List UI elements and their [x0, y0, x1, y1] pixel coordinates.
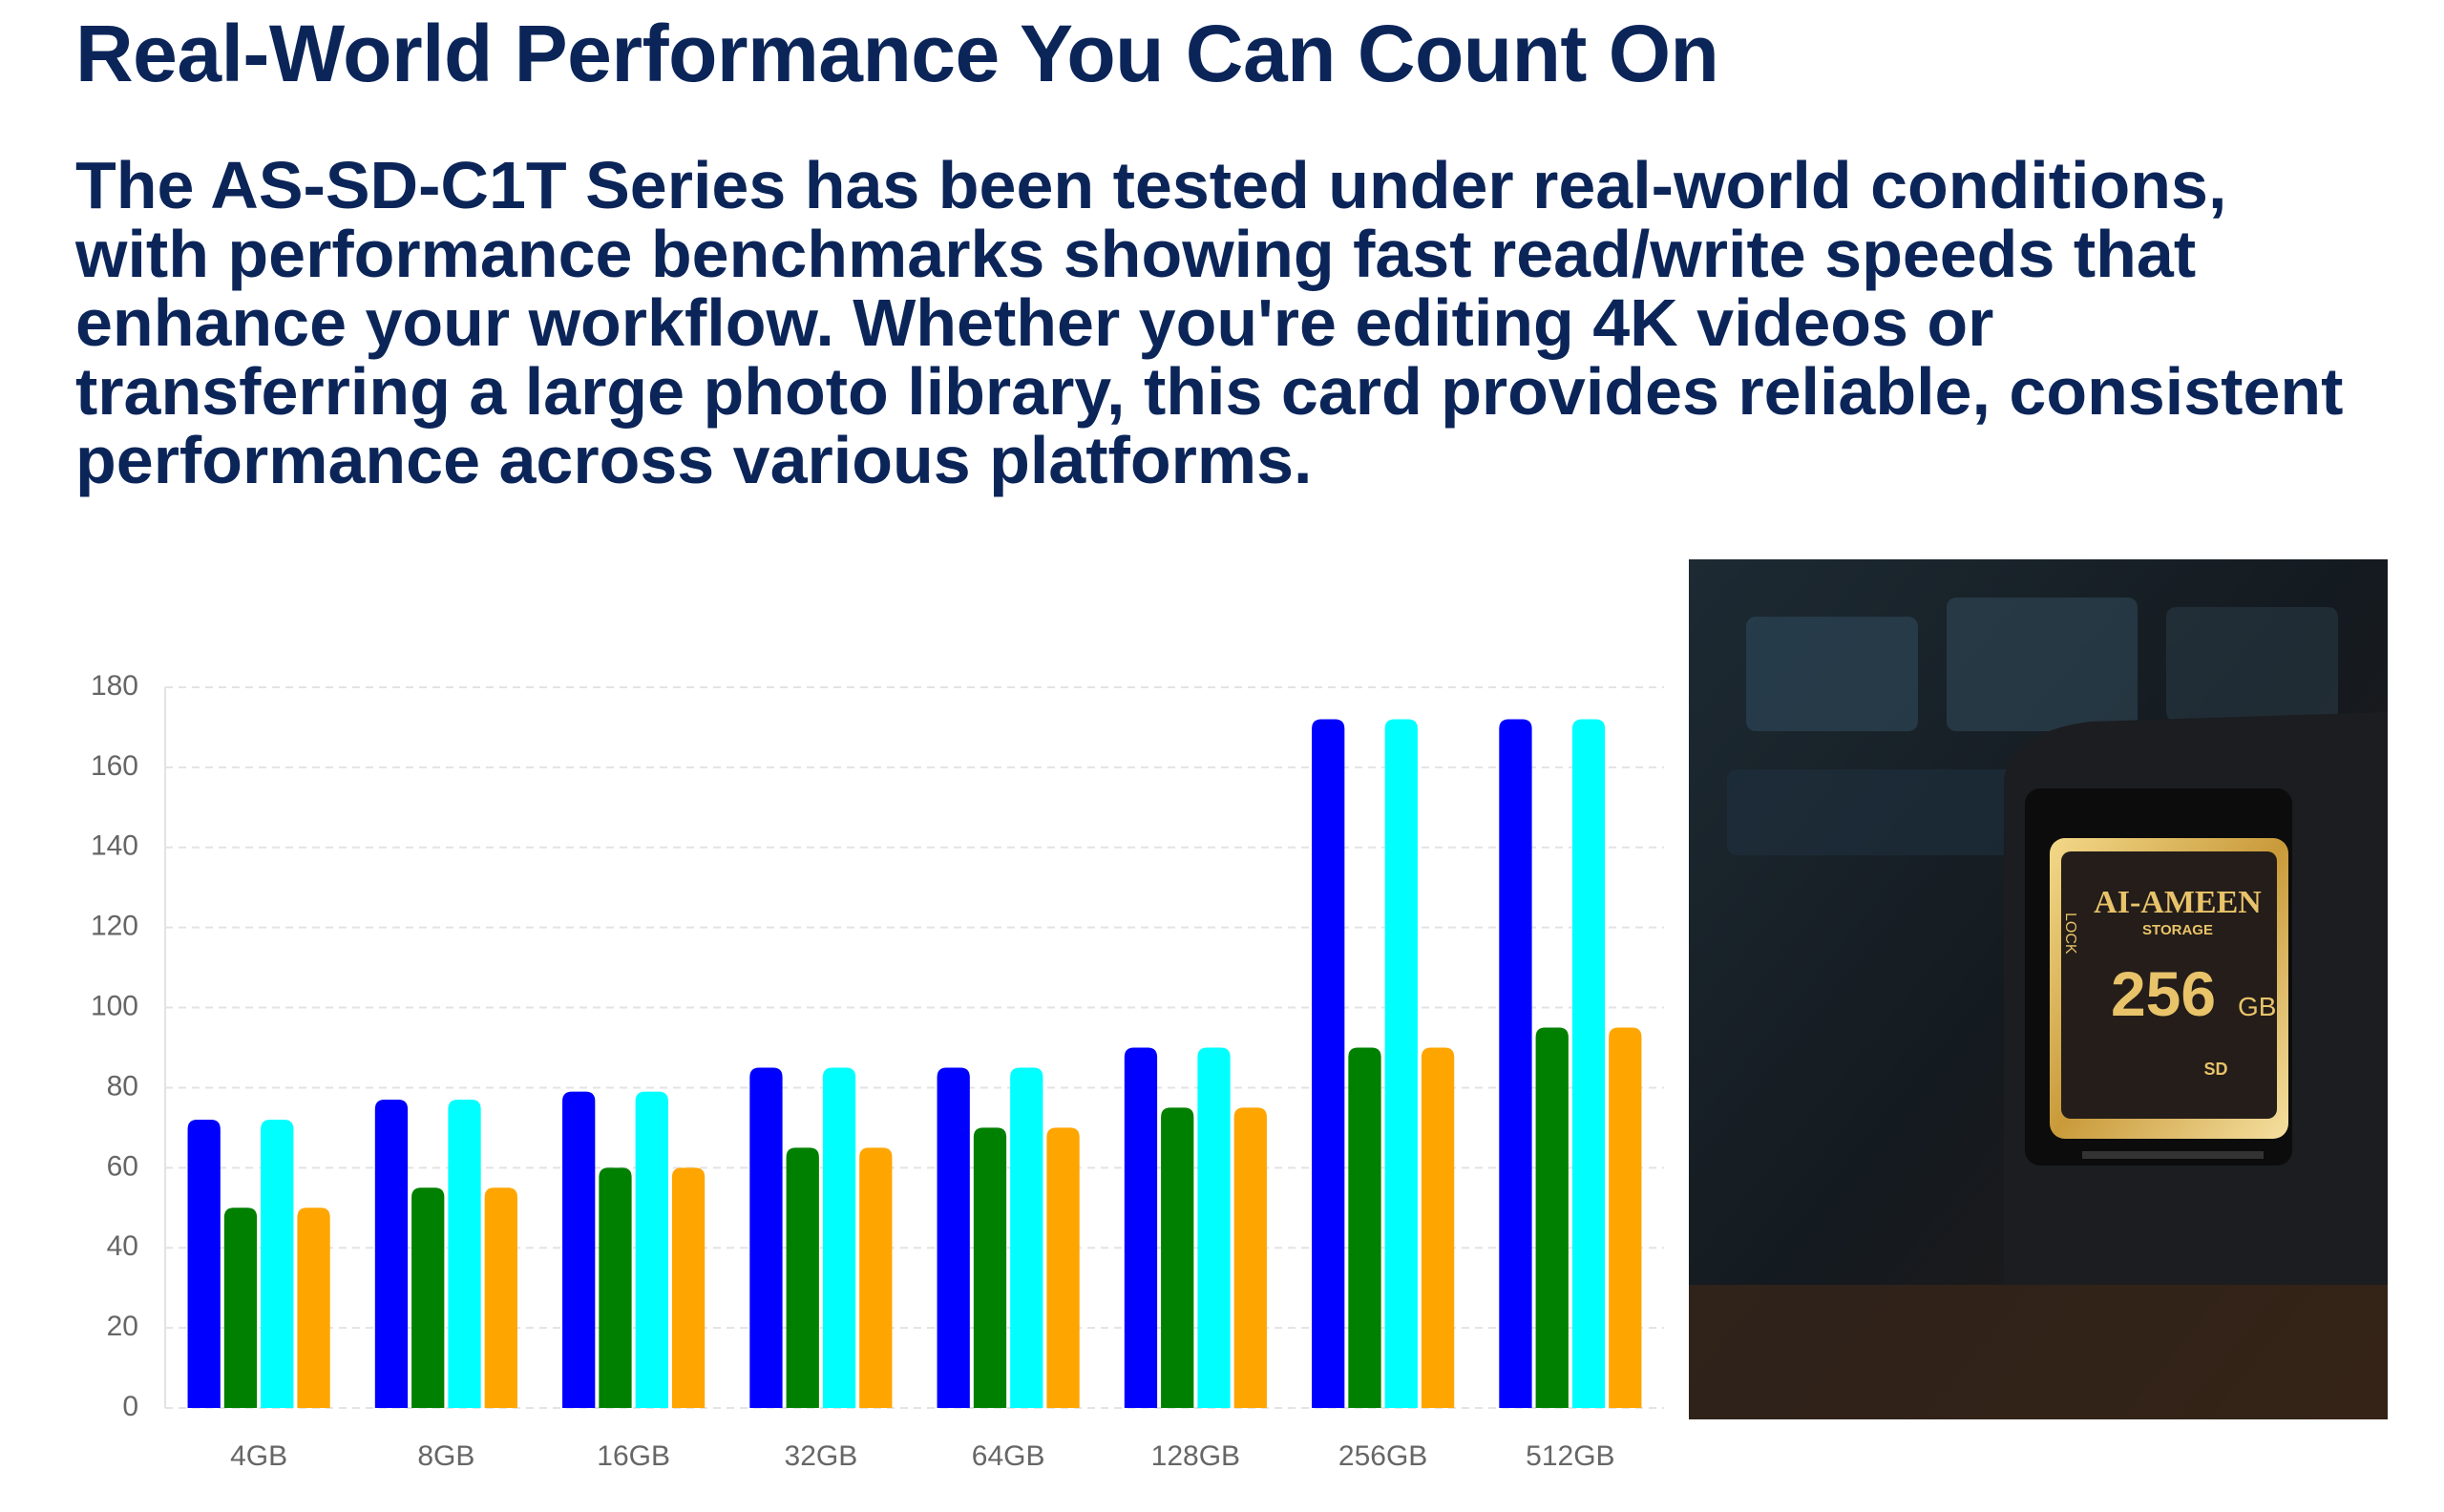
bar — [1010, 1067, 1043, 1408]
y-tick-label: 160 — [91, 750, 138, 782]
y-tick-label: 0 — [122, 1391, 138, 1422]
bar — [1609, 1027, 1642, 1408]
bar — [187, 1120, 221, 1408]
bar — [859, 1147, 893, 1408]
card-brand: AI-AMEEN — [2094, 885, 2262, 920]
x-tick-label: 512GB — [1526, 1440, 1614, 1472]
y-tick-label: 100 — [91, 990, 138, 1021]
description: The AS-SD-C1T Series has been tested und… — [75, 148, 2344, 497]
x-tick-label: 256GB — [1338, 1440, 1427, 1472]
bar — [448, 1100, 481, 1408]
bar — [749, 1067, 783, 1408]
x-tick-label: 16GB — [597, 1440, 670, 1472]
bar — [484, 1187, 517, 1408]
bar — [1046, 1127, 1080, 1408]
y-tick-label: 180 — [91, 670, 138, 702]
bar — [1312, 719, 1345, 1408]
card-subbrand: STORAGE — [2142, 922, 2213, 938]
bar — [374, 1100, 409, 1408]
y-tick-label: 20 — [107, 1311, 138, 1342]
y-tick-label: 140 — [91, 830, 138, 862]
bar — [973, 1127, 1007, 1408]
bar — [1161, 1107, 1194, 1408]
bar — [411, 1187, 445, 1408]
y-tick-label: 60 — [107, 1150, 138, 1182]
bar — [786, 1147, 819, 1408]
x-tick-label: 8GB — [417, 1440, 474, 1472]
bar — [562, 1091, 596, 1408]
product-photo: LOCK AI-AMEEN STORAGE 256 GB SD — [1689, 559, 2388, 1419]
y-tick-label: 40 — [107, 1230, 138, 1262]
bar — [1348, 1047, 1381, 1408]
page-title: Real-World Performance You Can Count On — [75, 9, 1719, 98]
bar — [599, 1167, 632, 1408]
bar — [1233, 1107, 1267, 1408]
bar — [261, 1120, 294, 1408]
bar — [1384, 719, 1418, 1408]
bar — [1535, 1027, 1569, 1408]
y-tick-label: 120 — [91, 911, 138, 942]
bar — [1499, 719, 1532, 1408]
x-tick-label: 32GB — [785, 1440, 858, 1472]
x-tick-label: 128GB — [1151, 1440, 1240, 1472]
chart: 0 20 40 60 80 100 120 140 160 180 4GB 8GB 16GB 32GB 64… — [91, 670, 1664, 1472]
bar — [1571, 719, 1606, 1408]
bar — [937, 1067, 970, 1408]
bar — [671, 1167, 706, 1408]
bar — [1124, 1047, 1158, 1408]
card-lock: LOCK — [2062, 913, 2078, 955]
x-tick-label: 4GB — [230, 1440, 287, 1472]
bar — [1197, 1047, 1231, 1408]
bar — [635, 1091, 668, 1408]
bar — [822, 1067, 856, 1408]
card-unit: GB — [2238, 992, 2276, 1021]
x-tick-label: 64GB — [972, 1440, 1045, 1472]
bar — [223, 1208, 258, 1408]
card-capacity: 256 — [2111, 958, 2216, 1029]
bar — [297, 1208, 330, 1408]
bar — [1421, 1047, 1455, 1408]
y-tick-label: 80 — [107, 1070, 138, 1102]
card-format: SD — [2203, 1060, 2227, 1079]
